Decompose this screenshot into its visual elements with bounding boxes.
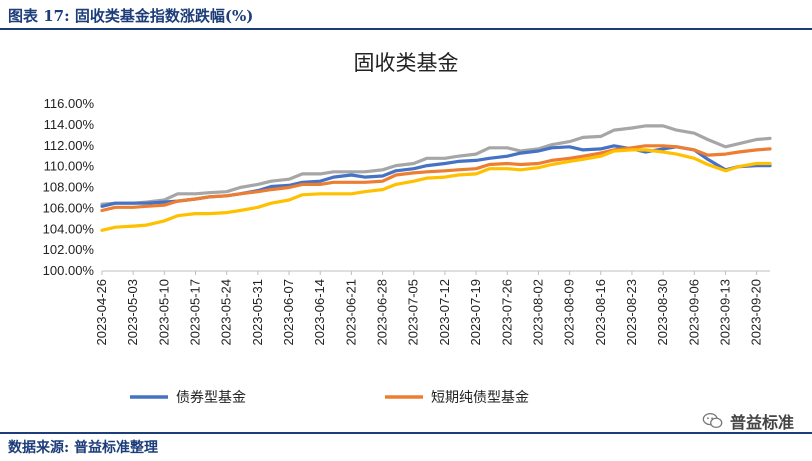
series-line-3 bbox=[100, 144, 772, 213]
x-tick-label: 2023-07-05 bbox=[406, 279, 421, 346]
figure-header: 图表 17: 固收类基金指数涨跌幅(%) bbox=[0, 0, 812, 30]
figure-title: 图表 17: 固收类基金指数涨跌幅(%) bbox=[8, 7, 254, 25]
x-tick-label: 2023-05-03 bbox=[125, 279, 140, 346]
series-line-4 bbox=[100, 148, 772, 232]
x-tick-label: 2023-07-26 bbox=[499, 279, 514, 346]
y-tick-label: 116.00% bbox=[44, 96, 95, 111]
x-tick-label: 2023-05-17 bbox=[188, 279, 203, 346]
x-tick-label: 2023-04-26 bbox=[94, 279, 109, 346]
watermark-text: 普益标准 bbox=[729, 413, 794, 432]
x-tick-label: 2023-06-07 bbox=[281, 279, 296, 346]
legend: 债券型基金 短期纯债型基金 bbox=[130, 389, 529, 406]
x-tick-label: 2023-08-16 bbox=[593, 279, 608, 346]
x-tick-label: 2023-06-21 bbox=[343, 279, 358, 346]
watermark: 普益标准 bbox=[702, 409, 794, 433]
y-tick-label: 112.00% bbox=[44, 138, 95, 153]
series-group bbox=[100, 124, 772, 232]
x-tick-label: 2023-08-09 bbox=[562, 279, 577, 346]
legend-label: 债券型基金 bbox=[176, 389, 246, 406]
footer-divider bbox=[0, 432, 812, 434]
x-tick-label: 2023-07-19 bbox=[468, 279, 483, 346]
series-line-1 bbox=[100, 124, 772, 206]
legend-label: 短期纯债型基金 bbox=[431, 389, 529, 406]
y-tick-label: 110.00% bbox=[44, 159, 95, 174]
source-note: 数据来源: 普益标准整理 bbox=[8, 440, 159, 456]
x-tick-label: 2023-05-24 bbox=[219, 279, 234, 346]
x-tick-label: 2023-09-13 bbox=[717, 279, 732, 346]
y-tick-label: 104.00% bbox=[43, 221, 95, 236]
chart-title: 固收类基金 bbox=[354, 51, 459, 75]
x-tick-label: 2023-05-31 bbox=[250, 279, 265, 346]
x-tick-label: 2023-09-20 bbox=[749, 279, 764, 346]
y-tick-label: 114.00% bbox=[44, 117, 95, 132]
x-tick-label: 2023-05-10 bbox=[156, 279, 171, 346]
x-tick-label: 2023-08-02 bbox=[530, 279, 545, 346]
y-axis: 116.00% 114.00% 112.00% 110.00% 108.00% 106.0… bbox=[43, 96, 95, 278]
x-tick-label: 2023-06-14 bbox=[312, 279, 327, 346]
y-tick-label: 108.00% bbox=[43, 180, 95, 195]
header-divider bbox=[0, 28, 812, 30]
x-tick-label: 2023-09-06 bbox=[686, 279, 701, 346]
x-tick-label: 2023-06-28 bbox=[375, 279, 390, 346]
y-tick-label: 102.00% bbox=[43, 242, 95, 257]
x-tick-label: 2023-08-30 bbox=[655, 279, 670, 346]
x-tick-label: 2023-08-23 bbox=[624, 279, 639, 346]
x-axis: 2023-04-26 2023-05-03 2023-05-10 2023-05-17… bbox=[94, 270, 770, 346]
x-tick-label: 2023-07-12 bbox=[437, 279, 452, 346]
y-tick-label: 100.00% bbox=[43, 263, 95, 278]
wechat-icon bbox=[702, 413, 723, 429]
y-tick-label: 106.00% bbox=[43, 200, 95, 215]
